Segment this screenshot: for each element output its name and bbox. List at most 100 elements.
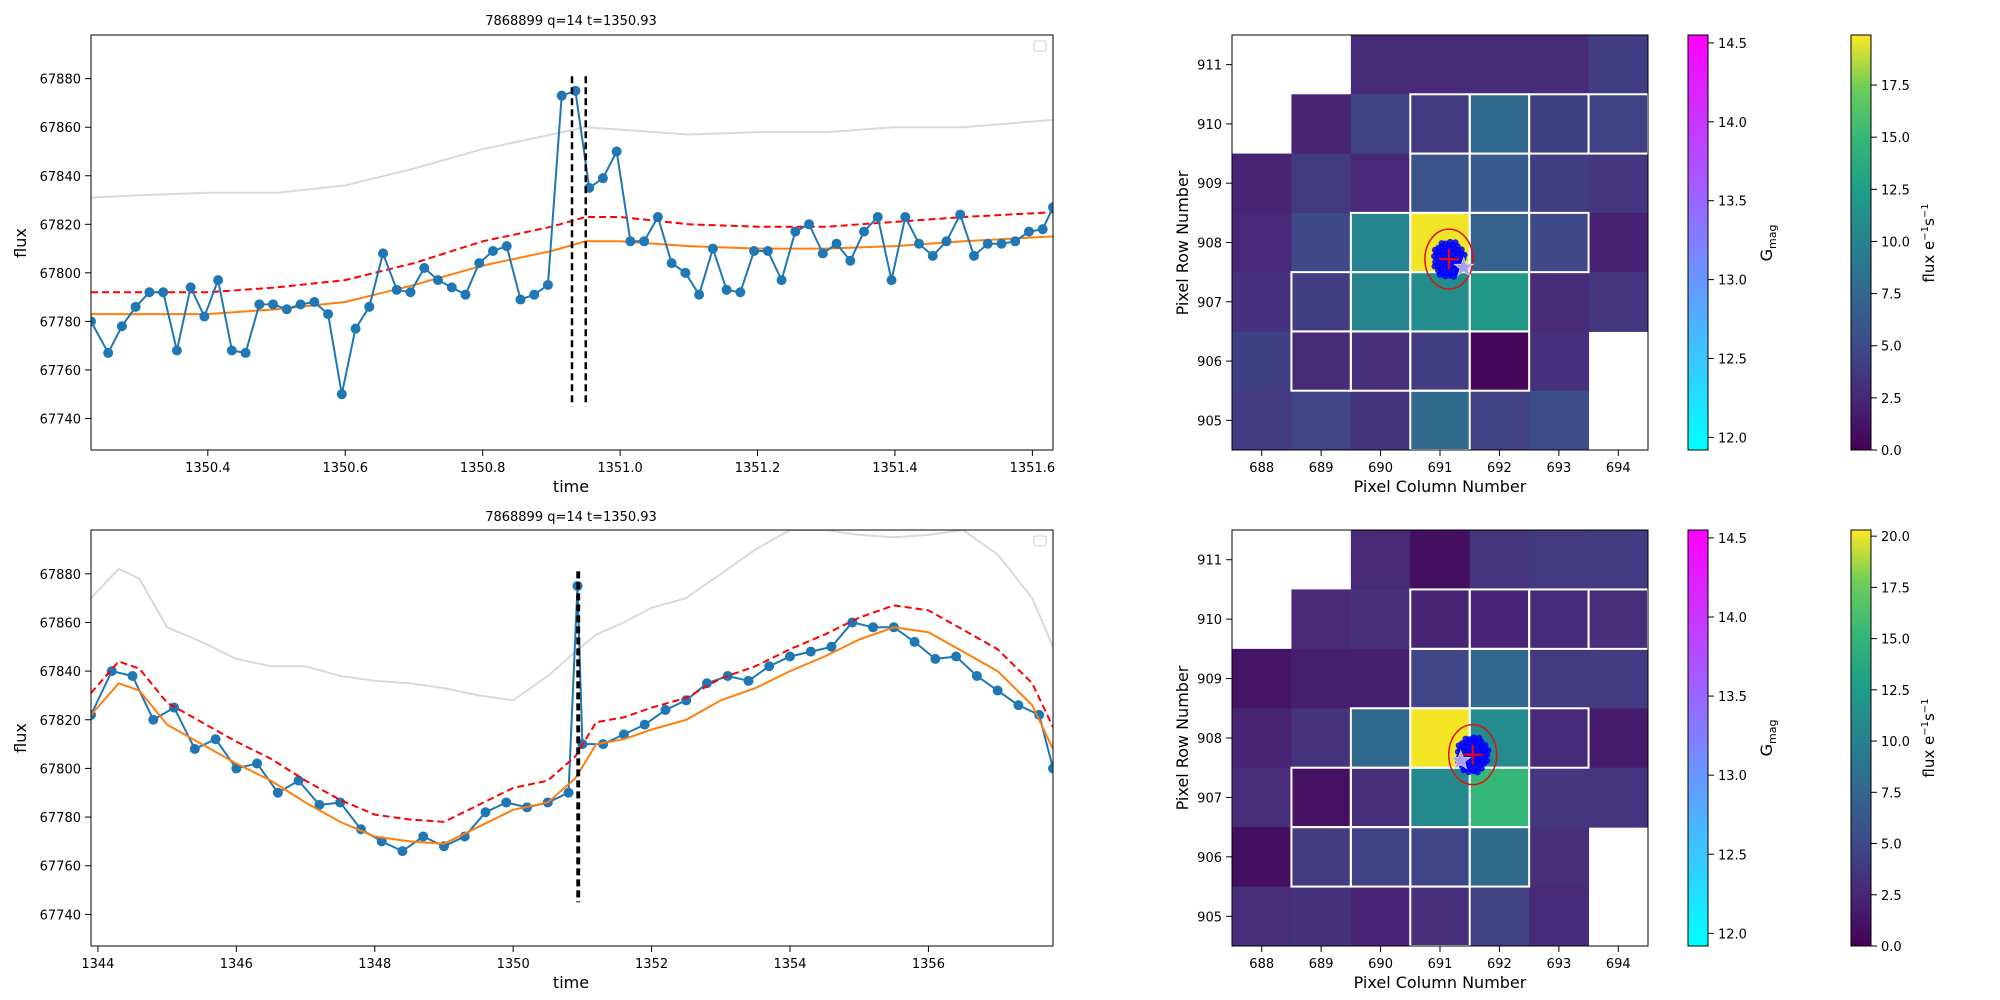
flux-point: [597, 173, 608, 184]
bottom-lightcurve-flux-layer: [91, 580, 1053, 857]
pixel-cell: [1232, 886, 1292, 947]
pixel-cell: [1350, 35, 1411, 95]
pixel-cell: [1588, 589, 1649, 650]
colorbar-tick-label: 20.0: [1881, 530, 1910, 545]
flux-point: [474, 258, 485, 269]
y-tick-label: 67860: [40, 121, 81, 136]
flux-point: [900, 212, 911, 223]
pixel-cell: [1291, 767, 1352, 828]
flux-point: [185, 282, 196, 293]
threshold-series-line: [91, 604, 1053, 823]
centroid-point: [1455, 742, 1463, 749]
bottom-pixel-map-xlabel: Pixel Column Number: [1354, 973, 1527, 992]
x-tick-label: 1350.4: [185, 461, 231, 476]
x-tick-label: 688: [1249, 957, 1274, 972]
x-tick-label: 693: [1546, 461, 1571, 476]
flux-point: [213, 275, 224, 286]
pixel-cell: [1529, 272, 1590, 332]
flux-point: [226, 345, 237, 356]
pixel-cell: [1350, 272, 1411, 332]
colorbar-tick-label: 14.0: [1718, 116, 1747, 131]
colorbar-tick-label: 10.0: [1881, 235, 1910, 250]
x-tick-label: 1351.0: [597, 461, 643, 476]
flux-point: [817, 248, 828, 259]
y-tick-label: 67760: [40, 860, 81, 875]
flux-point: [391, 284, 402, 295]
top-gmag-colorbar-ticks: 12.0 12.5 13.0 13.5 14.0 14.5: [1708, 37, 1747, 446]
flux-series-line: [91, 585, 1053, 853]
pixel-cell: [1469, 35, 1530, 95]
bottom-pixel-map-cells: [1232, 530, 1649, 947]
flux-point: [951, 651, 962, 662]
flux-point: [762, 245, 773, 256]
pixel-cell: [1469, 827, 1530, 888]
x-tick-label: 1346: [220, 957, 253, 972]
flux-point: [968, 250, 979, 261]
flux-point: [501, 241, 512, 252]
centroid-point: [1431, 246, 1439, 254]
pixel-cell: [1529, 331, 1590, 392]
flux-point: [680, 267, 691, 278]
centroid-point: [1458, 246, 1465, 253]
centroid-point: [1461, 251, 1468, 259]
flux-point: [1023, 226, 1034, 237]
pixel-cell: [1291, 331, 1352, 392]
flux-point: [199, 311, 210, 322]
colorbar-tick-label: 15.0: [1881, 131, 1910, 146]
pixel-cell: [1529, 708, 1590, 769]
pixel-cell: [1232, 212, 1292, 273]
pixel-cell: [1410, 94, 1471, 155]
flux-point: [868, 622, 879, 633]
y-tick-label: 67880: [40, 568, 81, 583]
bottom-lightcurve-legend-box: [1033, 535, 1047, 547]
x-tick-label: 1350.6: [322, 461, 368, 476]
flux-point: [293, 775, 304, 786]
top-lightcurve-xlabel: time: [553, 477, 589, 496]
flux-point: [743, 675, 754, 686]
y-tick-label: 907: [1197, 791, 1222, 806]
flux-point: [927, 250, 938, 261]
y-tick-label: 67880: [40, 73, 81, 88]
pixel-cell: [1469, 153, 1530, 214]
flux-point: [805, 646, 816, 657]
x-tick-label: 1356: [912, 957, 945, 972]
y-tick-label: 67840: [40, 665, 81, 680]
x-tick-label: 690: [1368, 461, 1393, 476]
flux-point: [707, 243, 718, 254]
pixel-cell: [1529, 767, 1590, 828]
background-series-line: [91, 530, 1053, 702]
top-lightcurve-background-layer: [91, 118, 1053, 199]
flux-point: [701, 678, 712, 689]
top-pixel-map-panel: 688 689 690 691 692 693 694 911 910 909 908 907 906 9…: [1173, 34, 1938, 496]
flux-point: [1048, 202, 1053, 213]
flux-point: [542, 279, 553, 290]
flux-point: [831, 238, 842, 249]
flux-point: [480, 807, 491, 818]
flux-point: [776, 275, 787, 286]
x-tick-label: 1350: [497, 957, 530, 972]
pixel-cell: [1529, 94, 1590, 155]
pixel-cell: [1291, 589, 1352, 650]
bottom-pixel-map-ticks: 688 689 690 691 692 693 694 911 910 909 908 907 906 9…: [1197, 554, 1631, 972]
x-tick-label: 1348: [358, 957, 391, 972]
y-tick-label: 67740: [40, 908, 81, 923]
background-series-line: [91, 118, 1053, 199]
pixel-cell: [1350, 886, 1411, 947]
pixel-cell: [1588, 35, 1649, 95]
colorbar-tick-label: 14.5: [1718, 37, 1747, 52]
bottom-lightcurve-background-layer: [91, 530, 1053, 702]
y-tick-label: 905: [1197, 910, 1222, 925]
colorbar-tick-label: 13.5: [1718, 690, 1747, 705]
pixel-cell: [1529, 648, 1590, 709]
pixel-cell: [1529, 212, 1590, 273]
flux-point: [376, 836, 387, 847]
top-gmag-colorbar: [1687, 34, 1709, 451]
pixel-cell: [1350, 212, 1411, 273]
flux-point: [660, 705, 671, 716]
x-tick-label: 1352: [635, 957, 668, 972]
bottom-lightcurve-ylabel: flux: [11, 723, 30, 753]
top-lightcurve-axes-frame: [90, 34, 1054, 451]
x-tick-label: 688: [1249, 461, 1274, 476]
flux-point: [336, 389, 347, 400]
top-flux-colorbar-ticks: 0.0 2.5 5.0 7.5 10.0 12.5 15.0 17.5: [1871, 79, 1910, 459]
